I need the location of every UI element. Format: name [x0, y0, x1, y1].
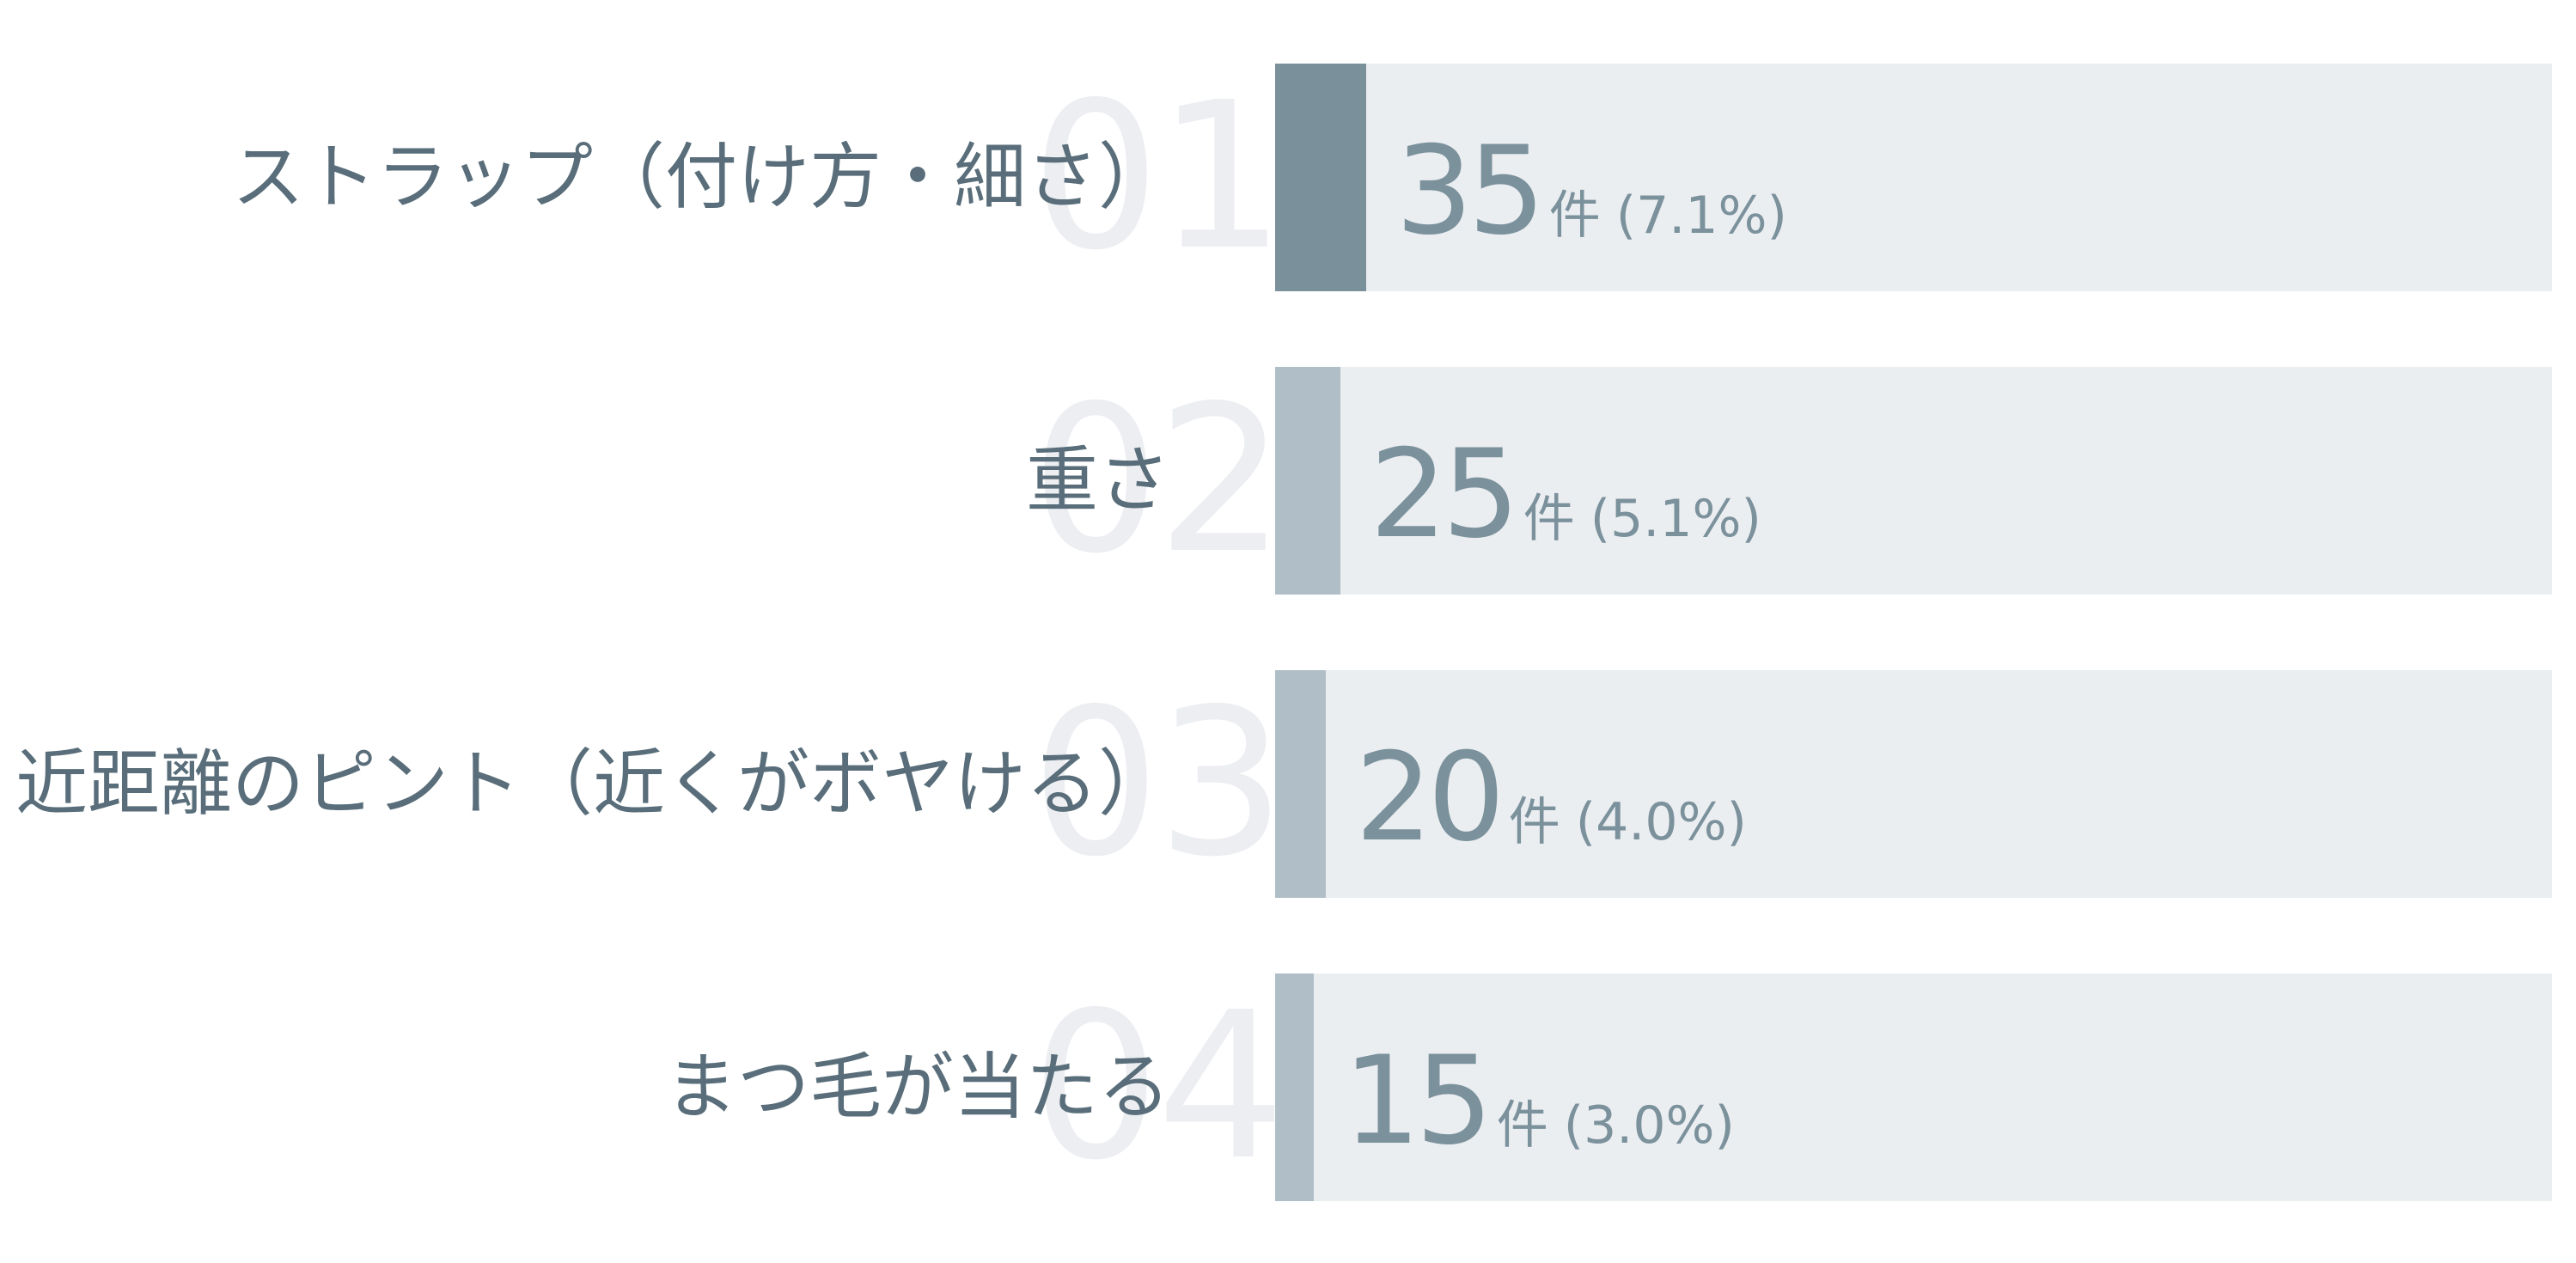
- chart-row-3: 03 近距離のピント（近くがボヤける） 20 件 (4.0%): [0, 665, 2576, 901]
- rank-number: 01: [1031, 58, 1285, 295]
- chart-row-2: 02 重さ 25 件 (5.1%): [0, 362, 2576, 598]
- chart-row-4: 04 まつ毛が当たる 15 件 (3.0%): [0, 968, 2576, 1205]
- value-percent: (3.0%): [1563, 1095, 1735, 1156]
- value-count: 25: [1370, 424, 1520, 565]
- rank-number: 04: [1031, 968, 1285, 1205]
- bar-track: 35 件 (7.1%): [1275, 64, 2552, 291]
- bar-track: 15 件 (3.0%): [1275, 973, 2552, 1201]
- bar: [1275, 367, 1340, 595]
- value-percent: (5.1%): [1590, 489, 1761, 549]
- value-unit: 件: [1508, 792, 1560, 852]
- value-label: 15 件 (3.0%): [1343, 1040, 1735, 1162]
- category-label: ストラップ（付け方・細さ）: [231, 135, 1170, 219]
- value-unit: 件: [1523, 489, 1575, 549]
- value-percent: (7.1%): [1615, 186, 1787, 246]
- category-label: まつ毛が当たる: [664, 1045, 1170, 1129]
- rank-number: 03: [1031, 665, 1285, 901]
- value-count: 15: [1343, 1030, 1493, 1172]
- rank-number: 02: [1031, 362, 1285, 598]
- bar: [1275, 973, 1314, 1201]
- value-unit: 件: [1496, 1095, 1548, 1156]
- value-count: 35: [1395, 120, 1546, 262]
- bar: [1275, 64, 1366, 291]
- bar-track: 25 件 (5.1%): [1275, 367, 2552, 595]
- value-count: 20: [1355, 727, 1505, 869]
- category-label: 重さ: [1025, 438, 1170, 522]
- bar-track: 20 件 (4.0%): [1275, 670, 2552, 898]
- bar: [1275, 670, 1326, 898]
- chart-row-1: 01 ストラップ（付け方・細さ） 35 件 (7.1%): [0, 58, 2576, 295]
- value-unit: 件: [1548, 186, 1601, 246]
- category-label: 近距離のピント（近くがボヤける）: [15, 741, 1170, 826]
- value-label: 35 件 (7.1%): [1395, 131, 1787, 253]
- value-percent: (4.0%): [1575, 792, 1747, 852]
- value-label: 20 件 (4.0%): [1355, 737, 1747, 859]
- value-label: 25 件 (5.1%): [1370, 434, 1761, 556]
